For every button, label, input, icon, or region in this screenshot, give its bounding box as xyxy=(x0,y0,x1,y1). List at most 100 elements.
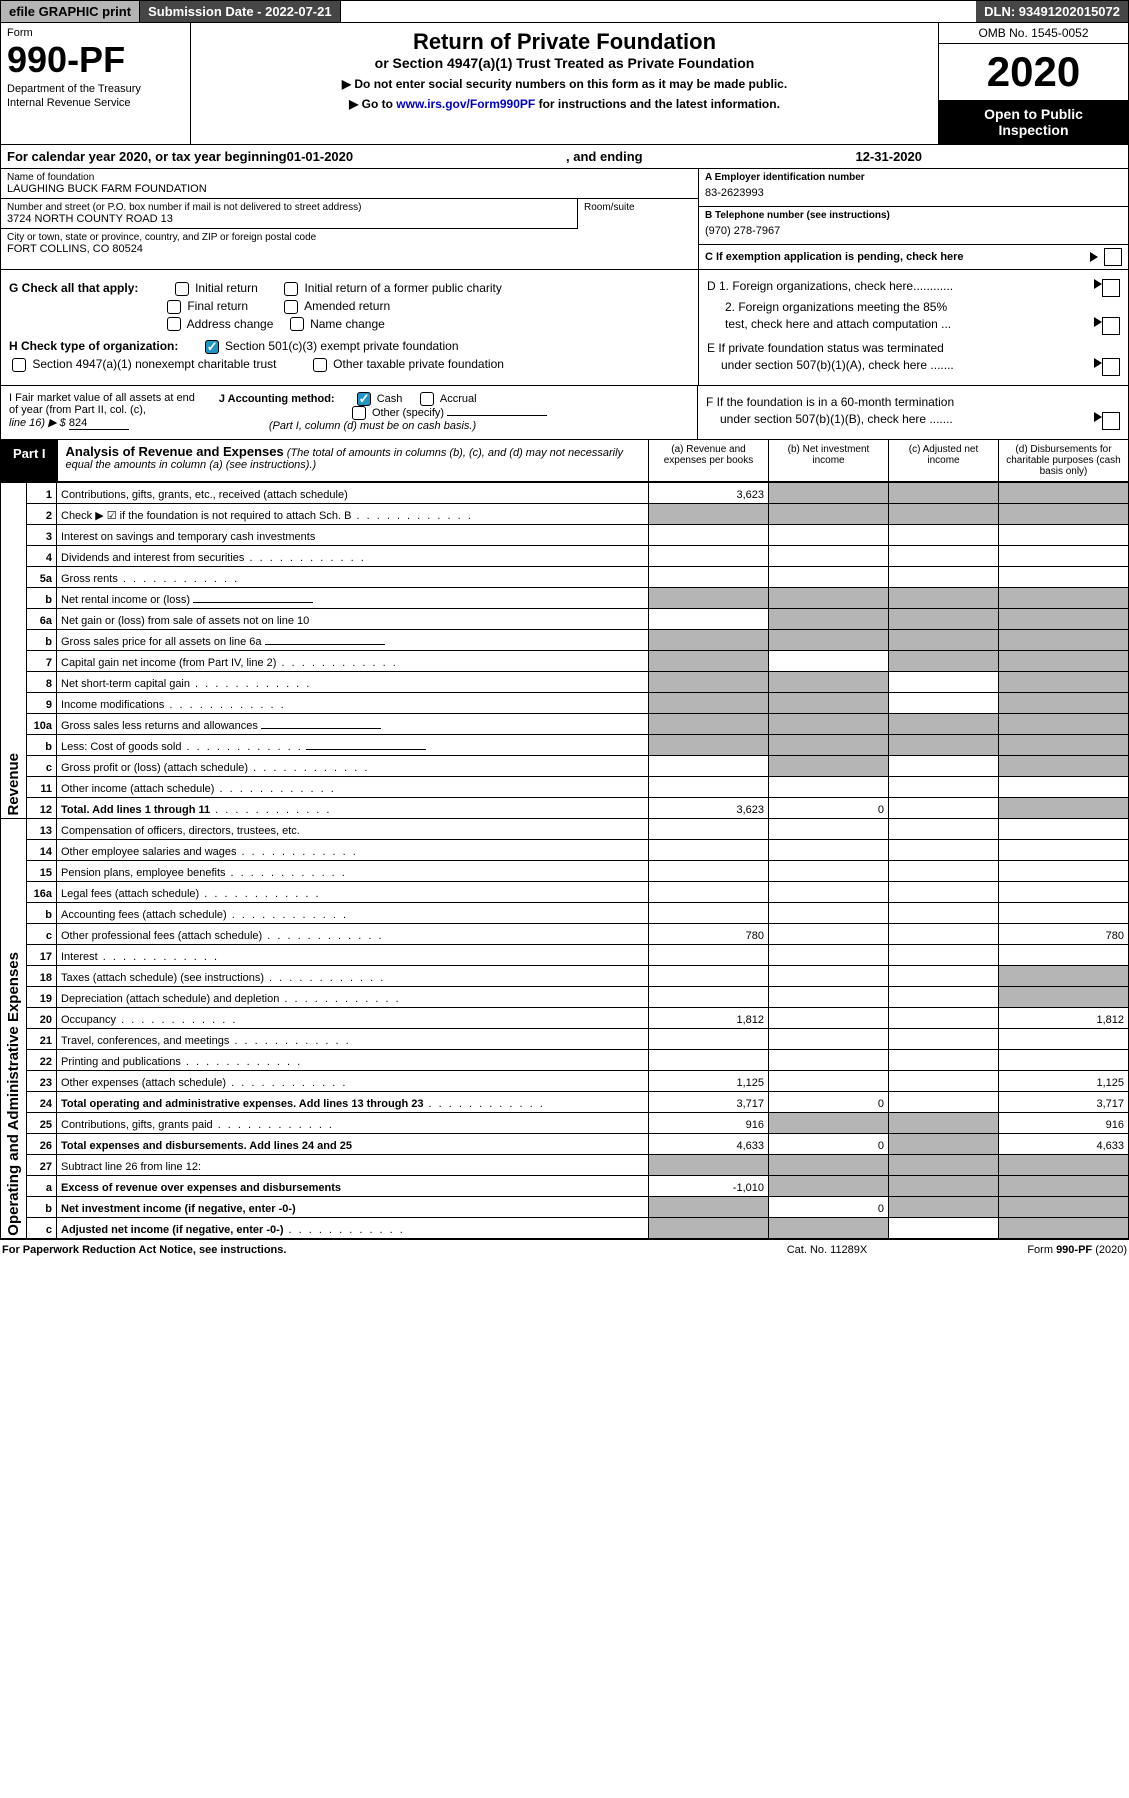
col-c-value xyxy=(889,756,999,777)
j-cash-checkbox[interactable] xyxy=(357,392,371,406)
i-section: I Fair market value of all assets at end… xyxy=(9,392,195,433)
col-c-value xyxy=(889,1218,999,1239)
tax-year: 2020 xyxy=(939,44,1128,100)
line-description: Contributions, gifts, grants paid xyxy=(57,1113,649,1134)
efile-label: efile GRAPHIC print xyxy=(1,1,140,22)
j-accrual-checkbox[interactable] xyxy=(420,392,434,406)
dept-irs: Internal Revenue Service xyxy=(7,97,184,109)
arrow-icon xyxy=(1094,358,1102,368)
form-header: Form 990-PF Department of the Treasury I… xyxy=(0,23,1129,145)
col-c-value xyxy=(889,735,999,756)
line-number: a xyxy=(27,1176,57,1197)
col-b-value xyxy=(769,693,889,714)
table-row: 5aGross rents xyxy=(1,567,1129,588)
col-b-value xyxy=(769,861,889,882)
c-box: C If exemption application is pending, c… xyxy=(699,245,1128,269)
table-row: 26Total expenses and disbursements. Add … xyxy=(1,1134,1129,1155)
d2-checkbox[interactable] xyxy=(1102,317,1120,335)
line-number: b xyxy=(27,630,57,651)
g-initial-former-checkbox[interactable] xyxy=(284,282,298,296)
h-other-checkbox[interactable] xyxy=(313,358,327,372)
line-description: Net rental income or (loss) xyxy=(57,588,649,609)
table-row: 27Subtract line 26 from line 12: xyxy=(1,1155,1129,1176)
j-other-checkbox[interactable] xyxy=(352,406,366,420)
line-description: Excess of revenue over expenses and disb… xyxy=(57,1176,649,1197)
table-row: 14Other employee salaries and wages xyxy=(1,840,1129,861)
col-a-value xyxy=(649,777,769,798)
col-d-value xyxy=(999,1155,1129,1176)
line-number: 6a xyxy=(27,609,57,630)
col-a-header: (a) Revenue and expenses per books xyxy=(648,440,768,481)
table-row: cGross profit or (loss) (attach schedule… xyxy=(1,756,1129,777)
col-c-value xyxy=(889,567,999,588)
line-number: c xyxy=(27,924,57,945)
col-d-value xyxy=(999,756,1129,777)
form990pf-link[interactable]: www.irs.gov/Form990PF xyxy=(396,97,535,111)
col-c-value xyxy=(889,777,999,798)
g-final-checkbox[interactable] xyxy=(167,300,181,314)
line-number: 10a xyxy=(27,714,57,735)
table-row: 6aNet gain or (loss) from sale of assets… xyxy=(1,609,1129,630)
col-d-value xyxy=(999,609,1129,630)
col-d-value xyxy=(999,987,1129,1008)
col-b-value: 0 xyxy=(769,1197,889,1218)
col-d-value xyxy=(999,1218,1129,1239)
col-a-value xyxy=(649,525,769,546)
c-checkbox[interactable] xyxy=(1104,248,1122,266)
phone-box: B Telephone number (see instructions) (9… xyxy=(699,207,1128,245)
col-a-value xyxy=(649,1197,769,1218)
col-b-value xyxy=(769,1113,889,1134)
col-d-value xyxy=(999,966,1129,987)
col-c-value xyxy=(889,945,999,966)
e-checkbox[interactable] xyxy=(1102,358,1120,376)
g-initial-checkbox[interactable] xyxy=(175,282,189,296)
line-number: 15 xyxy=(27,861,57,882)
col-a-value xyxy=(649,840,769,861)
line-description: Net short-term capital gain xyxy=(57,672,649,693)
col-c-value xyxy=(889,1029,999,1050)
col-b-value xyxy=(769,1176,889,1197)
col-a-value xyxy=(649,987,769,1008)
col-b-value xyxy=(769,588,889,609)
col-a-value xyxy=(649,651,769,672)
col-a-value: -1,010 xyxy=(649,1176,769,1197)
line-number: 24 xyxy=(27,1092,57,1113)
col-c-value xyxy=(889,861,999,882)
table-row: bAccounting fees (attach schedule) xyxy=(1,903,1129,924)
city-state-zip: FORT COLLINS, CO 80524 xyxy=(7,243,692,255)
col-d-value xyxy=(999,903,1129,924)
line-number: 5a xyxy=(27,567,57,588)
table-row: 10aGross sales less returns and allowanc… xyxy=(1,714,1129,735)
d1-checkbox[interactable] xyxy=(1102,279,1120,297)
col-c-value xyxy=(889,504,999,525)
g-name-checkbox[interactable] xyxy=(290,317,304,331)
line-number: 19 xyxy=(27,987,57,1008)
table-row: cAdjusted net income (if negative, enter… xyxy=(1,1218,1129,1239)
line-number: 9 xyxy=(27,693,57,714)
f-checkbox[interactable] xyxy=(1102,412,1120,430)
table-row: Revenue1Contributions, gifts, grants, et… xyxy=(1,483,1129,504)
col-c-value xyxy=(889,840,999,861)
room-box: Room/suite xyxy=(578,199,698,229)
col-b-value xyxy=(769,546,889,567)
line-description: Adjusted net income (if negative, enter … xyxy=(57,1218,649,1239)
col-b-value xyxy=(769,840,889,861)
col-a-value xyxy=(649,714,769,735)
part1-header: Part I Analysis of Revenue and Expenses … xyxy=(0,440,1129,482)
col-a-value xyxy=(649,588,769,609)
col-a-value xyxy=(649,966,769,987)
line-description: Legal fees (attach schedule) xyxy=(57,882,649,903)
line-number: c xyxy=(27,756,57,777)
col-b-value xyxy=(769,777,889,798)
col-b-value xyxy=(769,1008,889,1029)
line-number: 13 xyxy=(27,819,57,840)
line-number: b xyxy=(27,735,57,756)
submission-date: Submission Date - 2022-07-21 xyxy=(140,1,341,22)
g-address-checkbox[interactable] xyxy=(167,317,181,331)
g-amended-checkbox[interactable] xyxy=(284,300,298,314)
ssn-note: ▶ Do not enter social security numbers o… xyxy=(201,77,928,91)
h-501c3-checkbox[interactable] xyxy=(205,340,219,354)
col-b-value xyxy=(769,945,889,966)
col-a-value xyxy=(649,1155,769,1176)
h-4947-checkbox[interactable] xyxy=(12,358,26,372)
